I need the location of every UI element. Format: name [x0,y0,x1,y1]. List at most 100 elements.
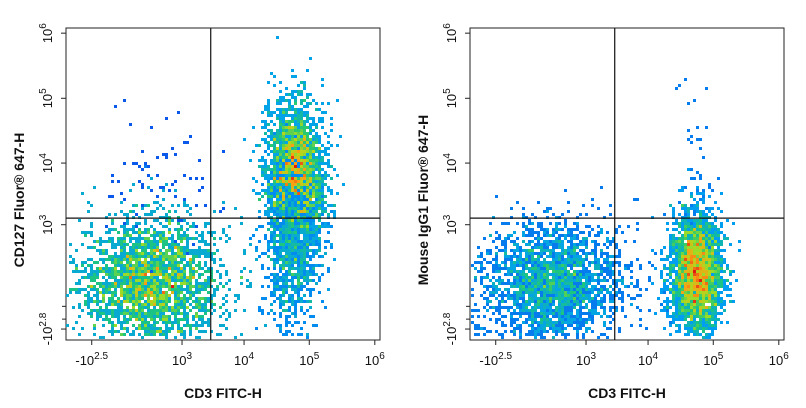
density-point [564,219,567,222]
density-point [636,282,639,285]
density-point [579,324,582,327]
density-point [294,309,297,312]
density-point [117,318,120,321]
density-point [729,288,732,291]
density-point [708,258,711,261]
density-point [702,312,705,315]
density-point [555,264,558,267]
density-point [684,273,687,276]
density-point [174,258,177,261]
density-point [174,282,177,285]
density-point [69,243,72,246]
density-point [522,309,525,312]
density-point [699,138,702,141]
density-point [117,273,120,276]
density-point [534,330,537,333]
density-point [582,231,585,234]
density-point [270,129,273,132]
density-point [663,285,666,288]
density-point [261,183,264,186]
density-point [201,330,204,333]
density-point [174,273,177,276]
density-point [132,297,135,300]
density-point [582,204,585,207]
density-point [540,273,543,276]
density-point [522,273,525,276]
density-point [297,126,300,129]
density-point [651,249,654,252]
density-point [702,219,705,222]
density-point [285,222,288,225]
density-point [156,279,159,282]
density-point [111,258,114,261]
density-point [171,147,174,150]
density-point [180,303,183,306]
density-point [198,267,201,270]
density-point [306,69,309,72]
density-point [705,270,708,273]
density-point [309,198,312,201]
density-point [156,156,159,159]
density-point [711,255,714,258]
density-point [531,231,534,234]
density-point [561,267,564,270]
density-point [174,315,177,318]
density-point [192,237,195,240]
density-point [531,315,534,318]
density-point [303,165,306,168]
density-point [285,108,288,111]
density-point [471,321,474,324]
density-point [672,249,675,252]
density-point [705,327,708,330]
density-point [609,204,612,207]
density-point [525,333,528,336]
density-point [153,306,156,309]
density-point [558,255,561,258]
density-point [324,207,327,210]
density-point [684,228,687,231]
density-point [156,303,159,306]
density-point [87,276,90,279]
density-point [300,201,303,204]
density-point [585,306,588,309]
density-point [552,321,555,324]
density-point [303,99,306,102]
density-point [510,264,513,267]
density-point [195,336,198,339]
density-point [558,318,561,321]
density-point [174,255,177,258]
density-point [285,147,288,150]
density-point [147,288,150,291]
density-point [504,294,507,297]
density-point [669,237,672,240]
density-point [117,300,120,303]
density-point [669,204,672,207]
density-point [615,291,618,294]
density-point [522,294,525,297]
density-point [720,240,723,243]
density-point [702,327,705,330]
density-point [264,324,267,327]
density-point [300,156,303,159]
density-point [288,195,291,198]
density-point [297,219,300,222]
density-point [306,237,309,240]
density-point [699,288,702,291]
density-point [516,282,519,285]
density-point [150,126,153,129]
density-point [153,267,156,270]
density-point [90,288,93,291]
density-point [150,300,153,303]
density-point [540,324,543,327]
density-point [705,336,708,339]
density-point [696,255,699,258]
density-point [168,210,171,213]
density-point [117,315,120,318]
density-point [138,165,141,168]
density-point [591,318,594,321]
density-point [303,168,306,171]
density-point [678,264,681,267]
density-point [717,267,720,270]
density-point [261,126,264,129]
density-point [528,267,531,270]
